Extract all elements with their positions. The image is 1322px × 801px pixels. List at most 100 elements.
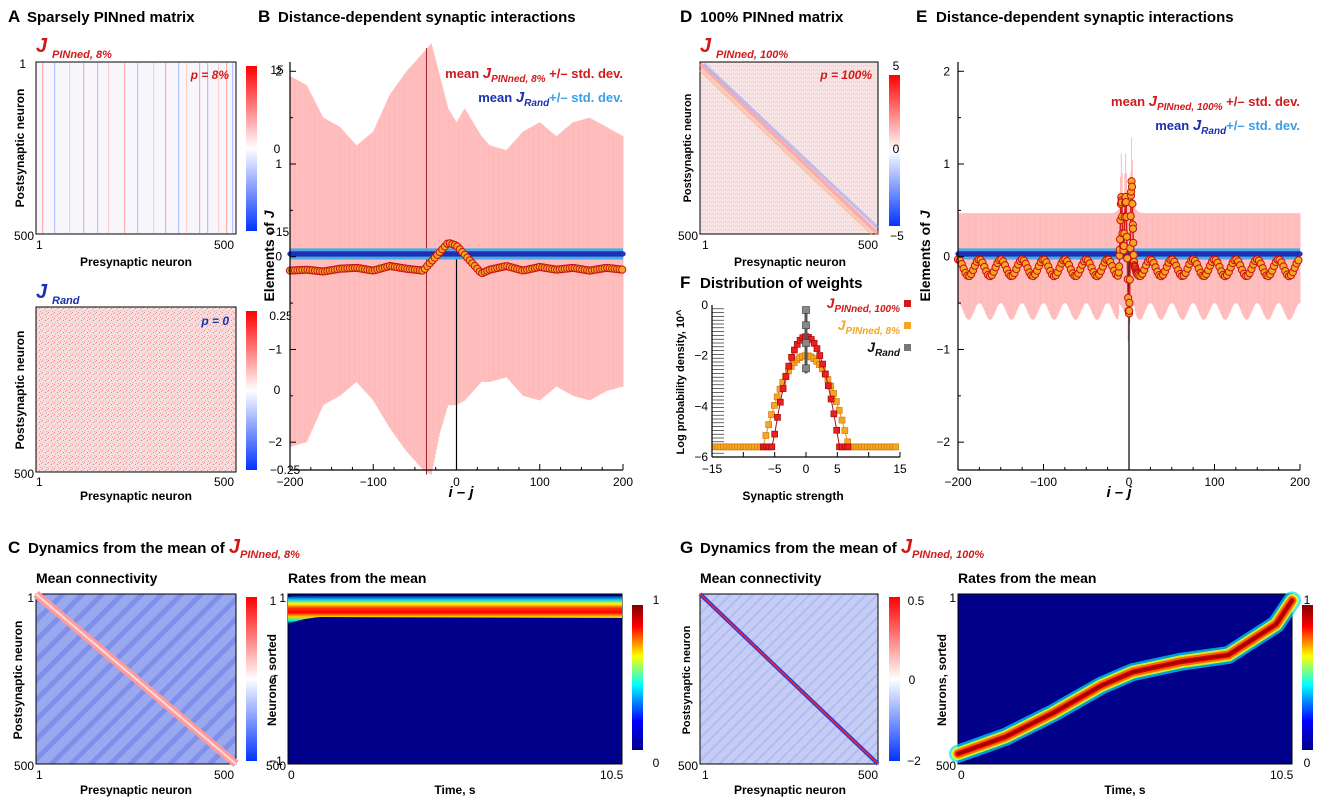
f-point-pinned100 [824, 382, 832, 390]
g-left-xlabel: Presynaptic neuron [734, 783, 846, 797]
a-top-stripe [97, 63, 99, 233]
c-left-xlabel: Presynaptic neuron [80, 783, 192, 797]
a-top-ytick: 1 [19, 57, 26, 71]
panel-e-title: Distance-dependent synaptic interactions [936, 9, 1234, 26]
a-bottom-xlabel: Presynaptic neuron [80, 489, 192, 503]
f-y-tick-label: −2 [694, 349, 708, 363]
a-bottom-p-label: p = 0 [200, 314, 229, 328]
a-top-stripe [108, 63, 110, 233]
f-x-tick-label: −5 [768, 462, 782, 476]
g-right-xtick: 0 [958, 768, 965, 782]
d-cbar-tick: −5 [890, 229, 904, 243]
a-bottom-xtick: 1 [36, 475, 43, 489]
a-bottom-ytick: 500 [14, 467, 34, 481]
y-tick-label: 0 [943, 250, 950, 264]
d-xlabel: Presynaptic neuron [734, 255, 846, 269]
d-ylabel: Postsynaptic neuron [682, 93, 694, 202]
panel-c-title: Dynamics from the mean of JPINned, 8% [28, 536, 300, 561]
g-left-cbar-tick: 0.5 [908, 594, 925, 608]
c-left-title: Mean connectivity [36, 570, 158, 586]
c-right-title: Rates from the mean [288, 570, 426, 586]
f-y-tick-label: −6 [694, 450, 708, 464]
f-point-pinned100 [771, 430, 778, 438]
c-right-xtick: 0 [288, 768, 295, 782]
d-diagonal-orange [698, 68, 874, 236]
f-point-pinned100 [779, 385, 787, 392]
d-ytick: 500 [678, 229, 698, 243]
f-point-rand [802, 306, 810, 314]
y-tick-label: 2 [943, 64, 950, 78]
f-point-pinned8 [835, 407, 843, 414]
a-top-stripe [226, 63, 228, 233]
c-right-ytick: 1 [279, 591, 286, 605]
a-top-cbar-tick: 15 [270, 63, 284, 77]
a-top-stripe [124, 63, 126, 233]
a-top-xtick: 1 [36, 238, 43, 252]
a-top-cbar-tick: −15 [269, 225, 290, 239]
a-top-stripe [207, 63, 209, 233]
e-xlabel: i – j [1106, 484, 1132, 501]
a-top-stripe [232, 63, 234, 233]
a-top-j-label: J [36, 35, 48, 57]
y-tick-label: 1 [943, 157, 950, 171]
y-tick-label: −2 [268, 435, 282, 449]
f-point-pinned8 [892, 443, 899, 451]
a-top-stripe [165, 63, 167, 233]
a-bottom-cbar-tick: 0 [274, 383, 281, 397]
c-right-colorbar [632, 605, 643, 750]
mean-point [1123, 254, 1132, 263]
a-top-stripe [178, 63, 180, 233]
f-x-tick-label: −15 [702, 462, 723, 476]
a-top-stripe [137, 63, 139, 233]
a-bottom-ylabel: Postsynaptic neuron [13, 331, 27, 450]
c-left-ylabel: Postsynaptic neuron [11, 621, 25, 740]
a-top-p-label: p = 8% [190, 68, 230, 82]
c-left-colorbar [246, 597, 257, 761]
x-tick-label: −100 [1030, 475, 1057, 489]
c-left-xtick: 500 [214, 768, 234, 782]
a-top-j-sub: PINned, 8% [52, 49, 112, 61]
a-top-stripe [186, 63, 188, 233]
mean-point [1125, 306, 1134, 315]
panel-letter-d: D [680, 7, 692, 26]
d-xtick: 1 [702, 238, 709, 252]
g-left-xtick: 1 [702, 768, 709, 782]
y-tick-label: −2 [936, 435, 950, 449]
c-right-xtick: 10.5 [600, 768, 624, 782]
c-right-ytick: 500 [266, 759, 286, 773]
x-tick-label: 200 [1290, 475, 1310, 489]
g-left-title: Mean connectivity [700, 570, 822, 586]
a-bottom-colorbar [246, 311, 257, 470]
g-right-ytick: 500 [936, 759, 956, 773]
a-bottom-heatmap [35, 306, 237, 473]
x-tick-label: 100 [1204, 475, 1224, 489]
f-x-tick-label: 0 [803, 462, 810, 476]
d-p-label: p = 100% [819, 68, 872, 82]
panel-a-title: Sparsely PINned matrix [27, 9, 195, 26]
x-tick-label: 0 [453, 475, 460, 489]
b-ylabel: Elements of J [261, 209, 277, 301]
f-point-pinned100 [782, 373, 790, 380]
panel-letter-f: F [680, 273, 690, 292]
x-tick-label: −200 [944, 475, 971, 489]
f-y-tick-label: 0 [701, 298, 708, 312]
f-point-pinned8 [830, 390, 837, 397]
a-bottom-cbar-tick: 0.25 [269, 309, 293, 323]
f-point-pinned8 [765, 421, 773, 428]
f-point-pinned100 [833, 426, 841, 434]
g-right-title: Rates from the mean [958, 570, 1096, 586]
g-right-ylabel: Neurons, sorted [935, 634, 949, 726]
panel-g-title: Dynamics from the mean of JPINned, 100% [700, 536, 984, 561]
a-top-stripe [69, 63, 71, 233]
d-cbar-tick: 5 [893, 59, 900, 73]
f-legend-marker [904, 322, 911, 329]
b-xlabel: i – j [448, 484, 474, 501]
mean-point [1127, 182, 1137, 191]
mean-point [1128, 224, 1138, 233]
a-bottom-j-label: J [36, 281, 48, 303]
y-tick-label: 2 [275, 64, 282, 78]
d-cbar-tick: 0 [893, 142, 900, 156]
f-y-tick-label: −4 [694, 399, 708, 413]
f-legend-marker [904, 300, 911, 307]
c-left-ytick: 500 [14, 759, 34, 773]
